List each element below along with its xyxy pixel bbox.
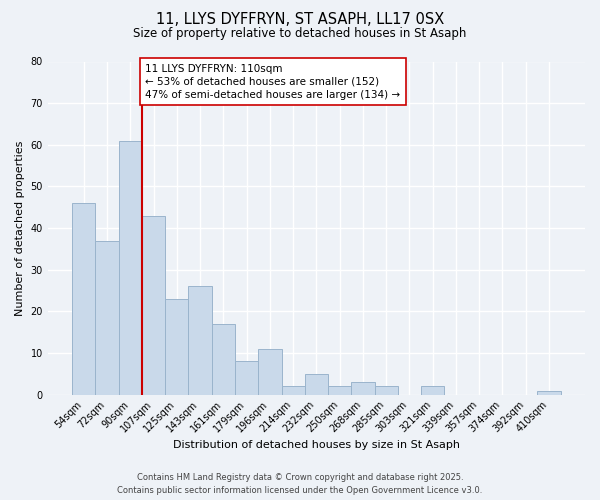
X-axis label: Distribution of detached houses by size in St Asaph: Distribution of detached houses by size … bbox=[173, 440, 460, 450]
Bar bbox=[188, 286, 212, 395]
Bar bbox=[328, 386, 351, 394]
Bar bbox=[305, 374, 328, 394]
Text: 11 LLYS DYFFRYN: 110sqm
← 53% of detached houses are smaller (152)
47% of semi-d: 11 LLYS DYFFRYN: 110sqm ← 53% of detache… bbox=[145, 64, 401, 100]
Bar bbox=[538, 390, 560, 394]
Text: Size of property relative to detached houses in St Asaph: Size of property relative to detached ho… bbox=[133, 28, 467, 40]
Bar bbox=[165, 299, 188, 394]
Y-axis label: Number of detached properties: Number of detached properties bbox=[15, 140, 25, 316]
Bar bbox=[421, 386, 445, 394]
Text: 11, LLYS DYFFRYN, ST ASAPH, LL17 0SX: 11, LLYS DYFFRYN, ST ASAPH, LL17 0SX bbox=[156, 12, 444, 28]
Bar bbox=[119, 140, 142, 394]
Bar bbox=[72, 203, 95, 394]
Bar bbox=[235, 362, 258, 394]
Bar bbox=[374, 386, 398, 394]
Bar bbox=[142, 216, 165, 394]
Bar bbox=[95, 240, 119, 394]
Text: Contains HM Land Registry data © Crown copyright and database right 2025.
Contai: Contains HM Land Registry data © Crown c… bbox=[118, 474, 482, 495]
Bar bbox=[212, 324, 235, 394]
Bar bbox=[351, 382, 374, 394]
Bar bbox=[258, 349, 281, 395]
Bar bbox=[281, 386, 305, 394]
